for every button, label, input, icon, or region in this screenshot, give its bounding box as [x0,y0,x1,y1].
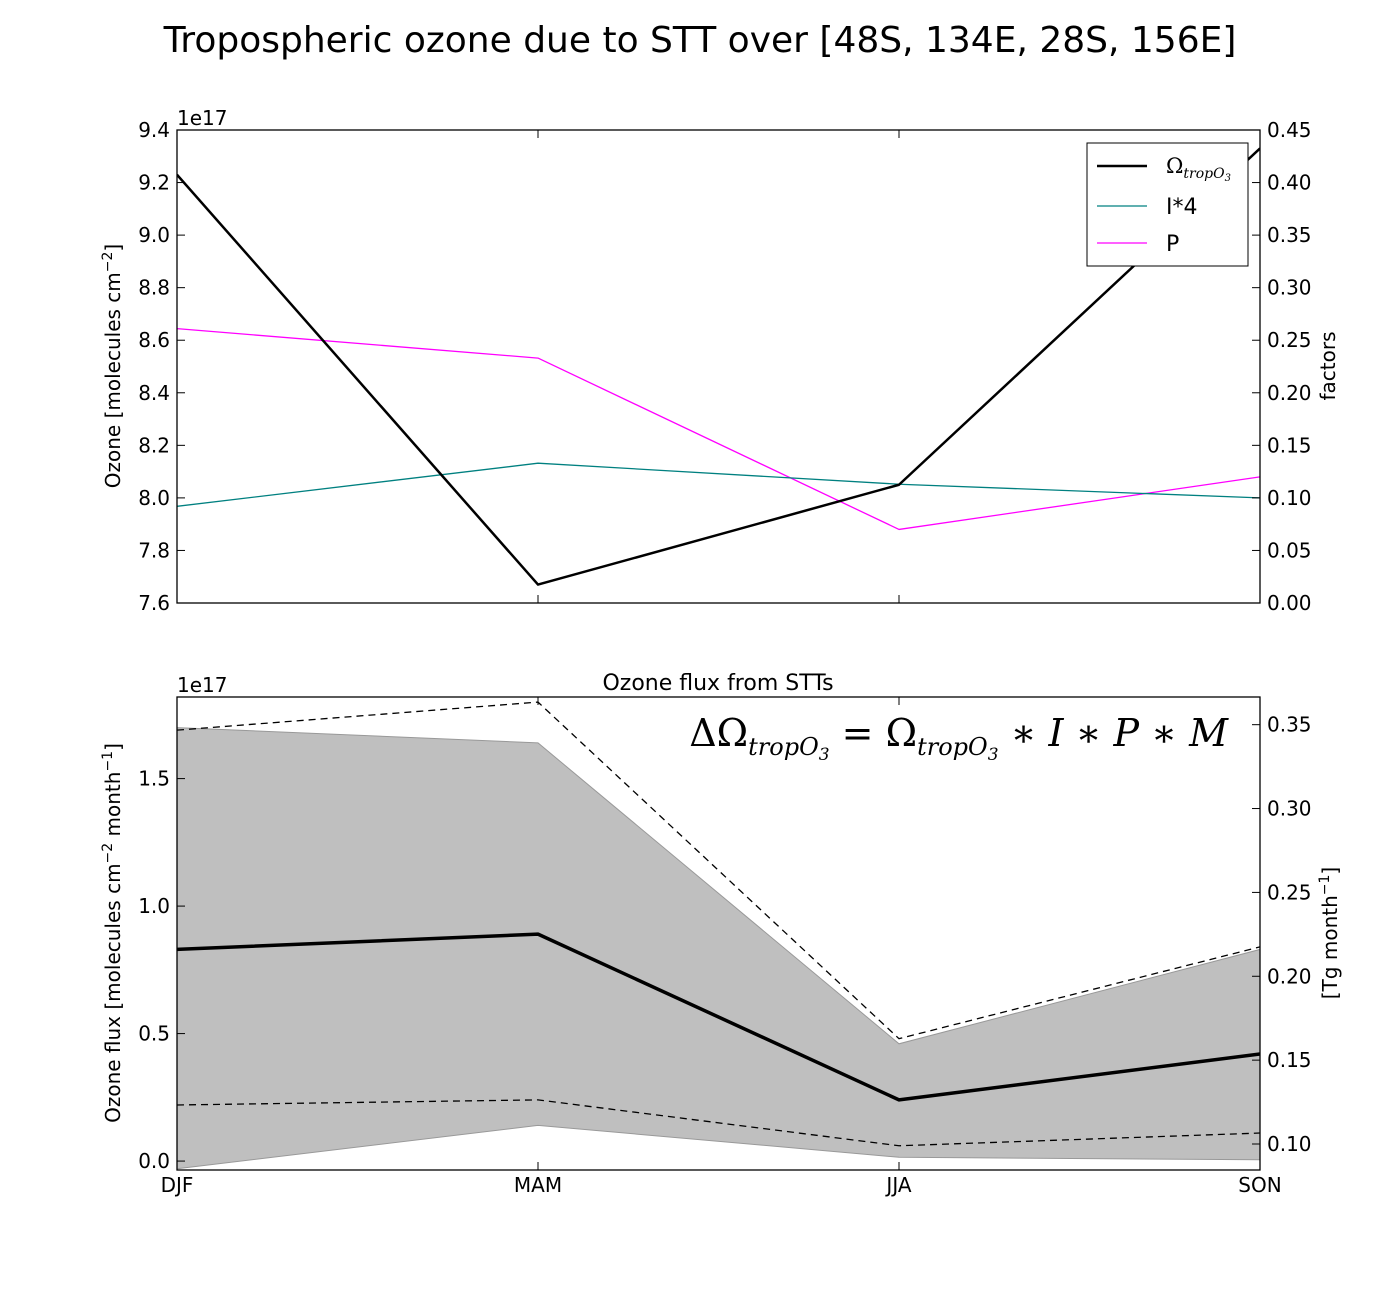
ozone-series-group [177,147,1260,586]
right-tick-label: 0.40 [1267,171,1312,195]
bottom-axis-ticks: 0.0 0.5 1.0 1.5 0.10 0.15 0.20 0.25 0.30 0.35 DJF M… [138,697,1312,1197]
right-tick-label: 0.20 [1267,964,1312,988]
series-line-0 [177,147,1260,586]
ozone-column-panel: 7.6 7.8 8.0 8.2 8.4 8.6 8.8 9.0 9.2 9.4 0.00 0.05 0.… [100,106,1340,615]
left-tick-label: 7.6 [138,591,170,615]
right-tick-label: 0.25 [1267,880,1312,904]
left-tick-label: 8.4 [138,381,170,405]
right-tick-label: 0.00 [1267,591,1312,615]
x-tick-label: DJF [161,1173,194,1197]
top-axis-ticks: 7.6 7.8 8.0 8.2 8.4 8.6 8.8 9.0 9.2 9.4 0.00 0.05 0.… [138,118,1311,615]
right-tick-label: 0.45 [1267,118,1312,142]
legend-label-p: P [1166,232,1179,257]
figure-title: Tropospheric ozone due to STT over [48S,… [163,20,1237,61]
right-tick-label: 0.35 [1267,223,1312,247]
bottom-right-axis-label: [Tg month−1] [1317,867,1342,999]
left-tick-label: 1.5 [138,767,170,791]
right-tick-label: 0.10 [1267,486,1312,510]
left-tick-label: 8.2 [138,433,170,457]
left-tick-label: 9.4 [138,118,170,142]
bottom-left-axis-label: Ozone flux [molecules cm−2 month−1] [100,743,125,1123]
ozone-flux-panel: Ozone flux from STTs 0.0 0.5 1.0 1.5 0.10 0.1… [100,671,1342,1197]
left-tick-label: 0.0 [138,1149,170,1173]
right-tick-label: 0.10 [1267,1132,1312,1156]
series-line-1 [177,462,1260,507]
legend-label-omega: ΩtropO3 [1166,154,1231,184]
top-right-axis-label: factors [1316,331,1340,400]
top-left-multiplier: 1e17 [177,106,227,130]
mean-flux-line [177,932,1260,1102]
left-tick-label: 1.0 [138,894,170,918]
right-tick-label: 0.25 [1267,328,1312,352]
uncertainty-band [177,727,1260,1170]
left-tick-label: 8.0 [138,486,170,510]
left-tick-label: 7.8 [138,538,170,562]
x-tick-label: MAM [514,1173,562,1197]
top-plot-frame [176,129,1261,604]
left-tick-label: 0.5 [138,1022,170,1046]
right-tick-label: 0.15 [1267,1048,1312,1072]
dashed-upper-line [177,701,1260,1040]
right-tick-label: 0.30 [1267,797,1312,821]
top-lines [177,147,1260,586]
bottom-panel-title: Ozone flux from STTs [602,671,833,696]
right-tick-label: 0.30 [1267,276,1312,300]
right-tick-label: 0.20 [1267,381,1312,405]
left-tick-label: 9.0 [138,223,170,247]
bottom-lines [177,701,1260,1170]
legend-label-i4: I*4 [1166,195,1198,220]
dashed-lower-line [177,1099,1260,1147]
left-tick-label: 9.2 [138,171,170,195]
series-line-2 [177,328,1260,531]
right-tick-label: 0.05 [1267,538,1312,562]
left-tick-label: 8.8 [138,276,170,300]
flux-equation-annotation: ΔΩtropO3 = ΩtropO3 ∗ I ∗ P ∗ M [689,711,1229,765]
bottom-left-multiplier: 1e17 [177,673,227,697]
legend: ΩtropO3 I*4 P [1086,142,1249,267]
flux-series-group [177,701,1260,1170]
left-tick-label: 8.6 [138,328,170,352]
bottom-plot-frame [176,696,1261,1171]
x-tick-label: SON [1238,1173,1281,1197]
legend-box [1086,142,1249,267]
top-left-axis-label: Ozone [molecules cm−2] [100,244,125,488]
right-tick-label: 0.15 [1267,433,1312,457]
x-tick-label: JJA [884,1173,911,1197]
right-tick-label: 0.35 [1267,713,1312,737]
